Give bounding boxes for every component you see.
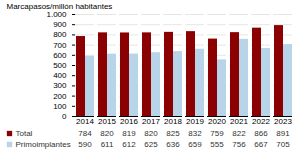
svg-text:756: 756 — [232, 140, 246, 149]
svg-text:2021: 2021 — [230, 117, 248, 126]
svg-text:2022: 2022 — [252, 117, 270, 126]
svg-text:891: 891 — [276, 129, 290, 138]
svg-text:0: 0 — [62, 112, 67, 121]
svg-text:611: 611 — [101, 140, 114, 149]
svg-text:2019: 2019 — [186, 117, 204, 126]
svg-text:300: 300 — [53, 81, 67, 90]
svg-text:Total: Total — [16, 129, 33, 138]
svg-text:400: 400 — [53, 71, 67, 80]
svg-text:2018: 2018 — [164, 117, 182, 126]
svg-text:820: 820 — [100, 129, 114, 138]
svg-text:2014: 2014 — [76, 117, 94, 126]
svg-text:1.000: 1.000 — [46, 10, 67, 19]
svg-text:2016: 2016 — [120, 117, 138, 126]
svg-text:825: 825 — [166, 129, 180, 138]
svg-text:832: 832 — [188, 129, 202, 138]
svg-text:822: 822 — [232, 129, 246, 138]
svg-text:100: 100 — [53, 102, 67, 111]
svg-text:800: 800 — [53, 30, 67, 39]
svg-text:200: 200 — [53, 92, 67, 101]
svg-text:659: 659 — [188, 140, 202, 149]
svg-text:900: 900 — [53, 20, 67, 29]
svg-text:625: 625 — [144, 140, 158, 149]
svg-text:700: 700 — [53, 41, 67, 50]
svg-text:Marcapasos/millón habitantes: Marcapasos/millón habitantes — [7, 2, 113, 11]
svg-text:555: 555 — [210, 140, 224, 149]
svg-text:600: 600 — [53, 51, 67, 60]
svg-text:Primoimplantes: Primoimplantes — [16, 140, 71, 149]
svg-text:590: 590 — [78, 140, 92, 149]
svg-text:784: 784 — [78, 129, 92, 138]
svg-text:667: 667 — [254, 140, 268, 149]
svg-text:705: 705 — [276, 140, 290, 149]
svg-text:759: 759 — [210, 129, 224, 138]
svg-text:500: 500 — [53, 61, 67, 70]
svg-text:820: 820 — [144, 129, 158, 138]
svg-text:636: 636 — [166, 140, 180, 149]
svg-text:2015: 2015 — [98, 117, 116, 126]
svg-text:819: 819 — [122, 129, 136, 138]
svg-text:2023: 2023 — [274, 117, 292, 126]
svg-text:866: 866 — [254, 129, 268, 138]
svg-text:2017: 2017 — [142, 117, 160, 126]
svg-text:2020: 2020 — [208, 117, 226, 126]
svg-text:612: 612 — [122, 140, 136, 149]
